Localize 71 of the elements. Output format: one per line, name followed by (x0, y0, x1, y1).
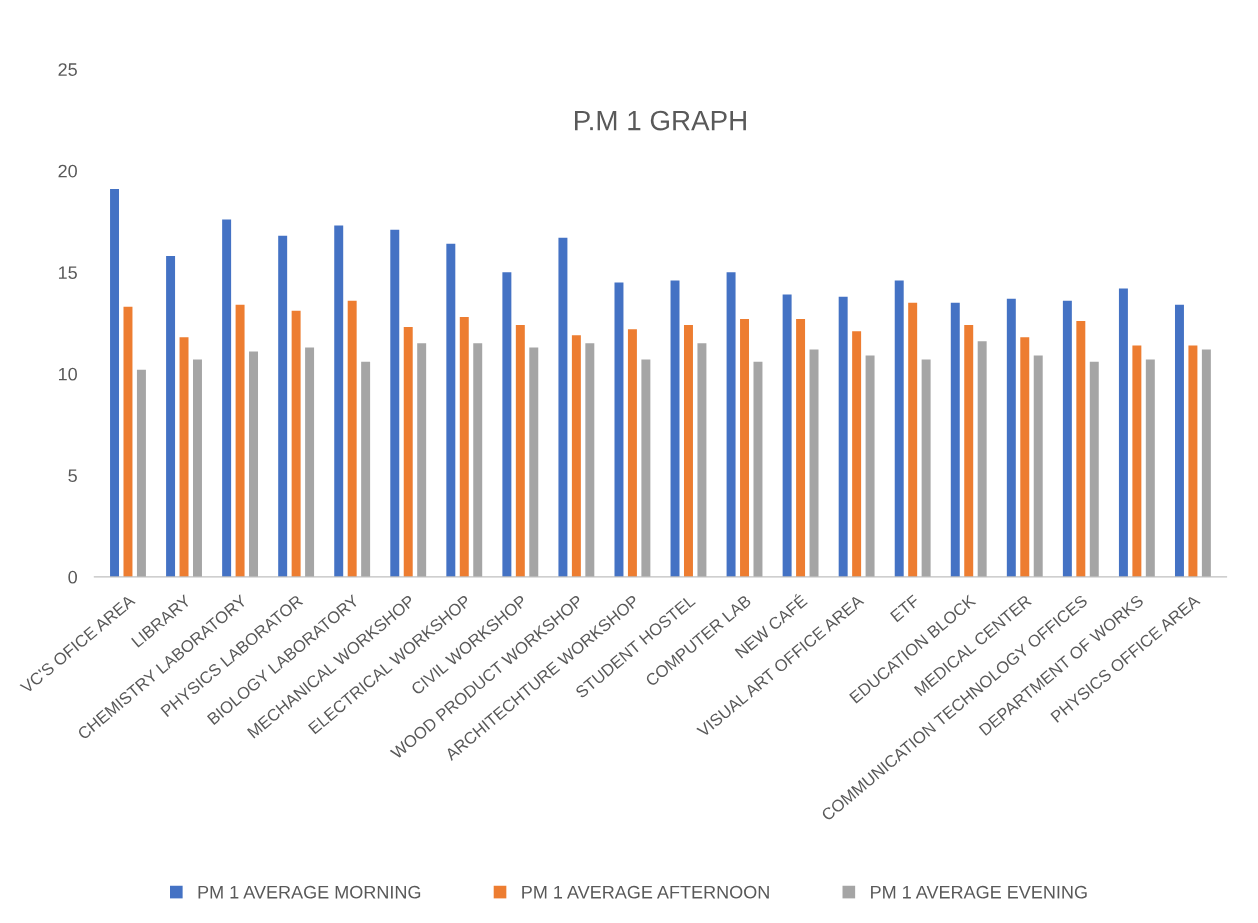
bar (1118, 288, 1128, 577)
bar (740, 318, 750, 577)
y-tick-label: 5 (68, 469, 77, 483)
bar (964, 325, 974, 577)
bar (361, 361, 371, 577)
y-tick-label: 20 (58, 164, 77, 178)
bar (1201, 349, 1211, 577)
bar (1020, 337, 1030, 577)
bar (809, 349, 819, 577)
bar (515, 325, 525, 577)
bar (865, 355, 875, 577)
bar (585, 343, 595, 577)
bar (782, 294, 792, 577)
bar (571, 335, 581, 577)
bar (123, 306, 133, 577)
bar (1132, 345, 1142, 577)
bar (347, 300, 357, 577)
bar (193, 359, 202, 577)
bar (110, 189, 120, 577)
bar (529, 347, 539, 577)
bar (1076, 321, 1086, 577)
legend-label: PM 1 AVERAGE MORNING (198, 885, 421, 899)
bar (614, 282, 624, 577)
bar (473, 343, 483, 577)
bar (1089, 361, 1099, 577)
bar (894, 280, 904, 577)
bar (683, 325, 693, 577)
x-tick-label: ETF (890, 594, 920, 623)
y-tick-label: 10 (58, 367, 77, 381)
bar (753, 361, 763, 577)
bar (1033, 355, 1043, 577)
bar (1188, 345, 1198, 577)
y-tick-label: 0 (68, 570, 77, 584)
bar (403, 327, 413, 577)
bar (390, 229, 400, 577)
bar (796, 318, 806, 577)
bar (1174, 304, 1184, 577)
bar (291, 310, 301, 577)
bar (697, 343, 707, 577)
bar (641, 359, 651, 577)
y-tick-label: 25 (58, 63, 77, 76)
bar (459, 316, 469, 577)
bar (852, 331, 862, 577)
bar (502, 272, 512, 577)
bar (305, 347, 315, 577)
bar (921, 359, 931, 577)
bar (136, 369, 146, 577)
legend-label: PM 1 AVERAGE EVENING (871, 885, 1087, 899)
bar (334, 225, 344, 577)
bar (627, 329, 637, 577)
bar (670, 280, 680, 577)
bar (950, 302, 960, 577)
bar (908, 302, 918, 577)
bar (1145, 359, 1155, 577)
text: P.M 1 GRAPH (574, 110, 746, 131)
bar (417, 343, 427, 577)
bar (726, 272, 736, 577)
bar (179, 337, 189, 577)
bar (1062, 300, 1072, 577)
bar (222, 219, 232, 577)
bar (558, 237, 568, 577)
bar (249, 351, 259, 577)
bar (446, 243, 456, 577)
legend-label: PM 1 AVERAGE AFTERNOON (522, 885, 769, 899)
y-tick-label: 15 (58, 266, 77, 280)
bar (838, 296, 848, 577)
bar (278, 235, 288, 577)
bar (235, 304, 245, 577)
bar (1006, 298, 1016, 577)
bar (166, 256, 176, 577)
bar (977, 341, 987, 577)
